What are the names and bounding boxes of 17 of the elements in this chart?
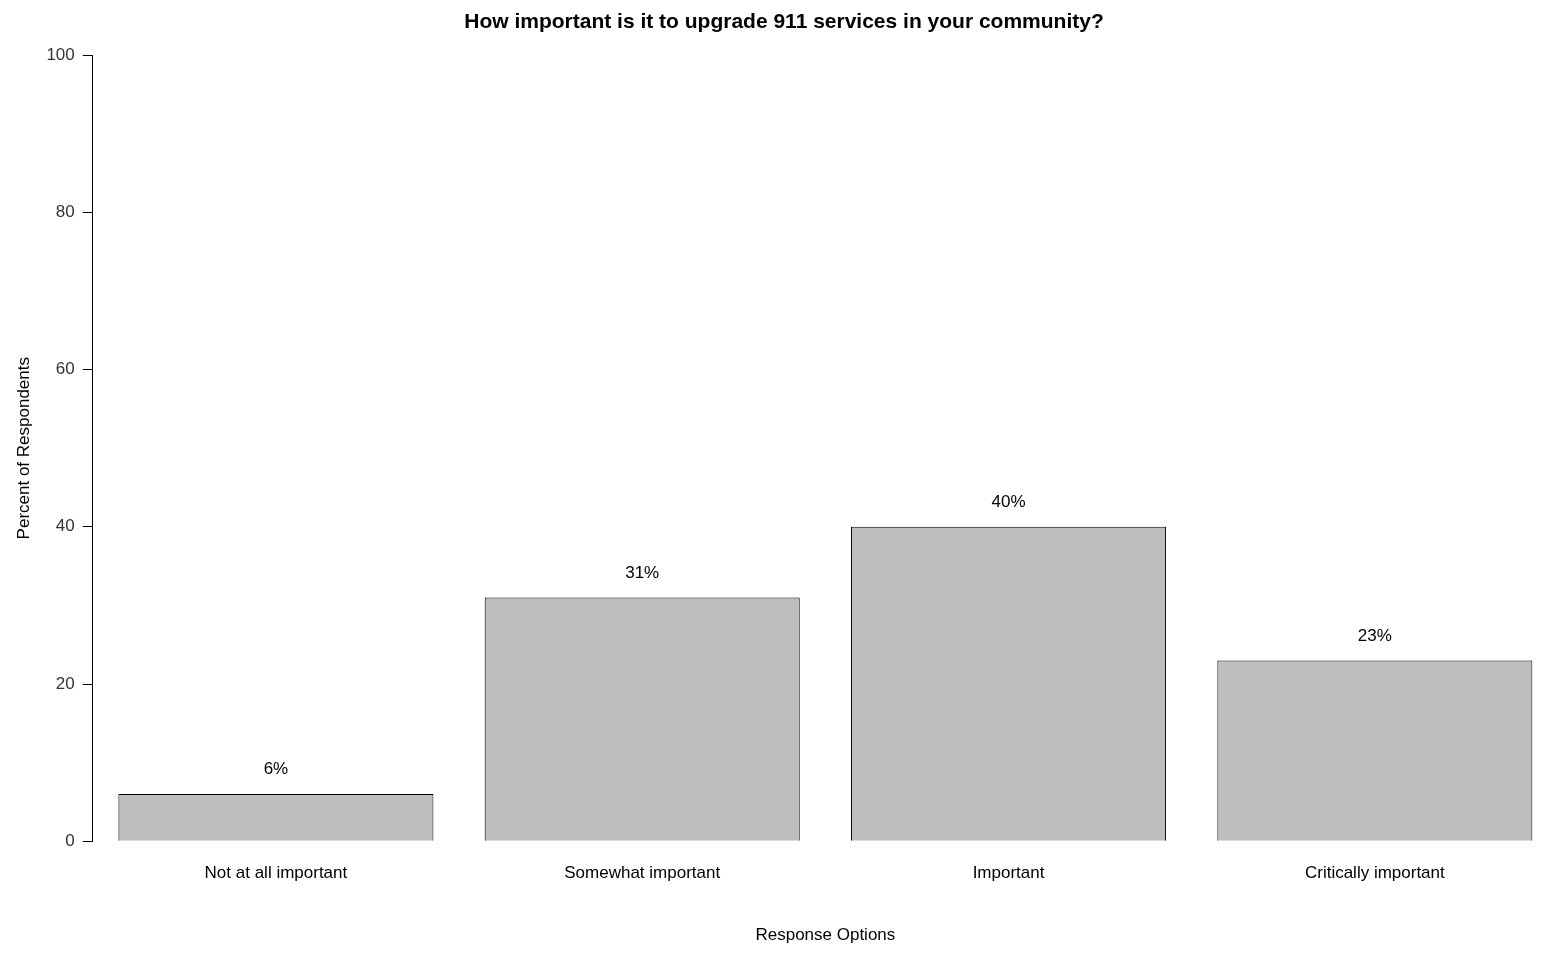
data-label: 6% [263, 759, 289, 779]
x-tick-label: Critically important [1304, 863, 1446, 883]
y-tick-label: 20 [55, 673, 75, 693]
chart-title: How important is it to upgrade 911 services in your community? [464, 9, 1104, 33]
x-tick-label: Not at all important [204, 863, 348, 883]
x-tick-label: Somewhat important [564, 863, 721, 883]
data-label: 31% [625, 562, 660, 582]
y-axis-title: Percent of Respondents [13, 357, 33, 540]
y-tick-label: 80 [55, 202, 75, 222]
data-label: 23% [1357, 625, 1392, 645]
x-tick-label: Important [972, 863, 1045, 883]
y-tick-label: 60 [55, 359, 75, 379]
y-tick-label: 0 [65, 830, 75, 850]
x-axis-title: Response Options [755, 925, 896, 945]
y-tick-label: 100 [46, 44, 75, 64]
y-tick-label: 40 [55, 516, 75, 536]
data-label: 40% [991, 491, 1026, 511]
